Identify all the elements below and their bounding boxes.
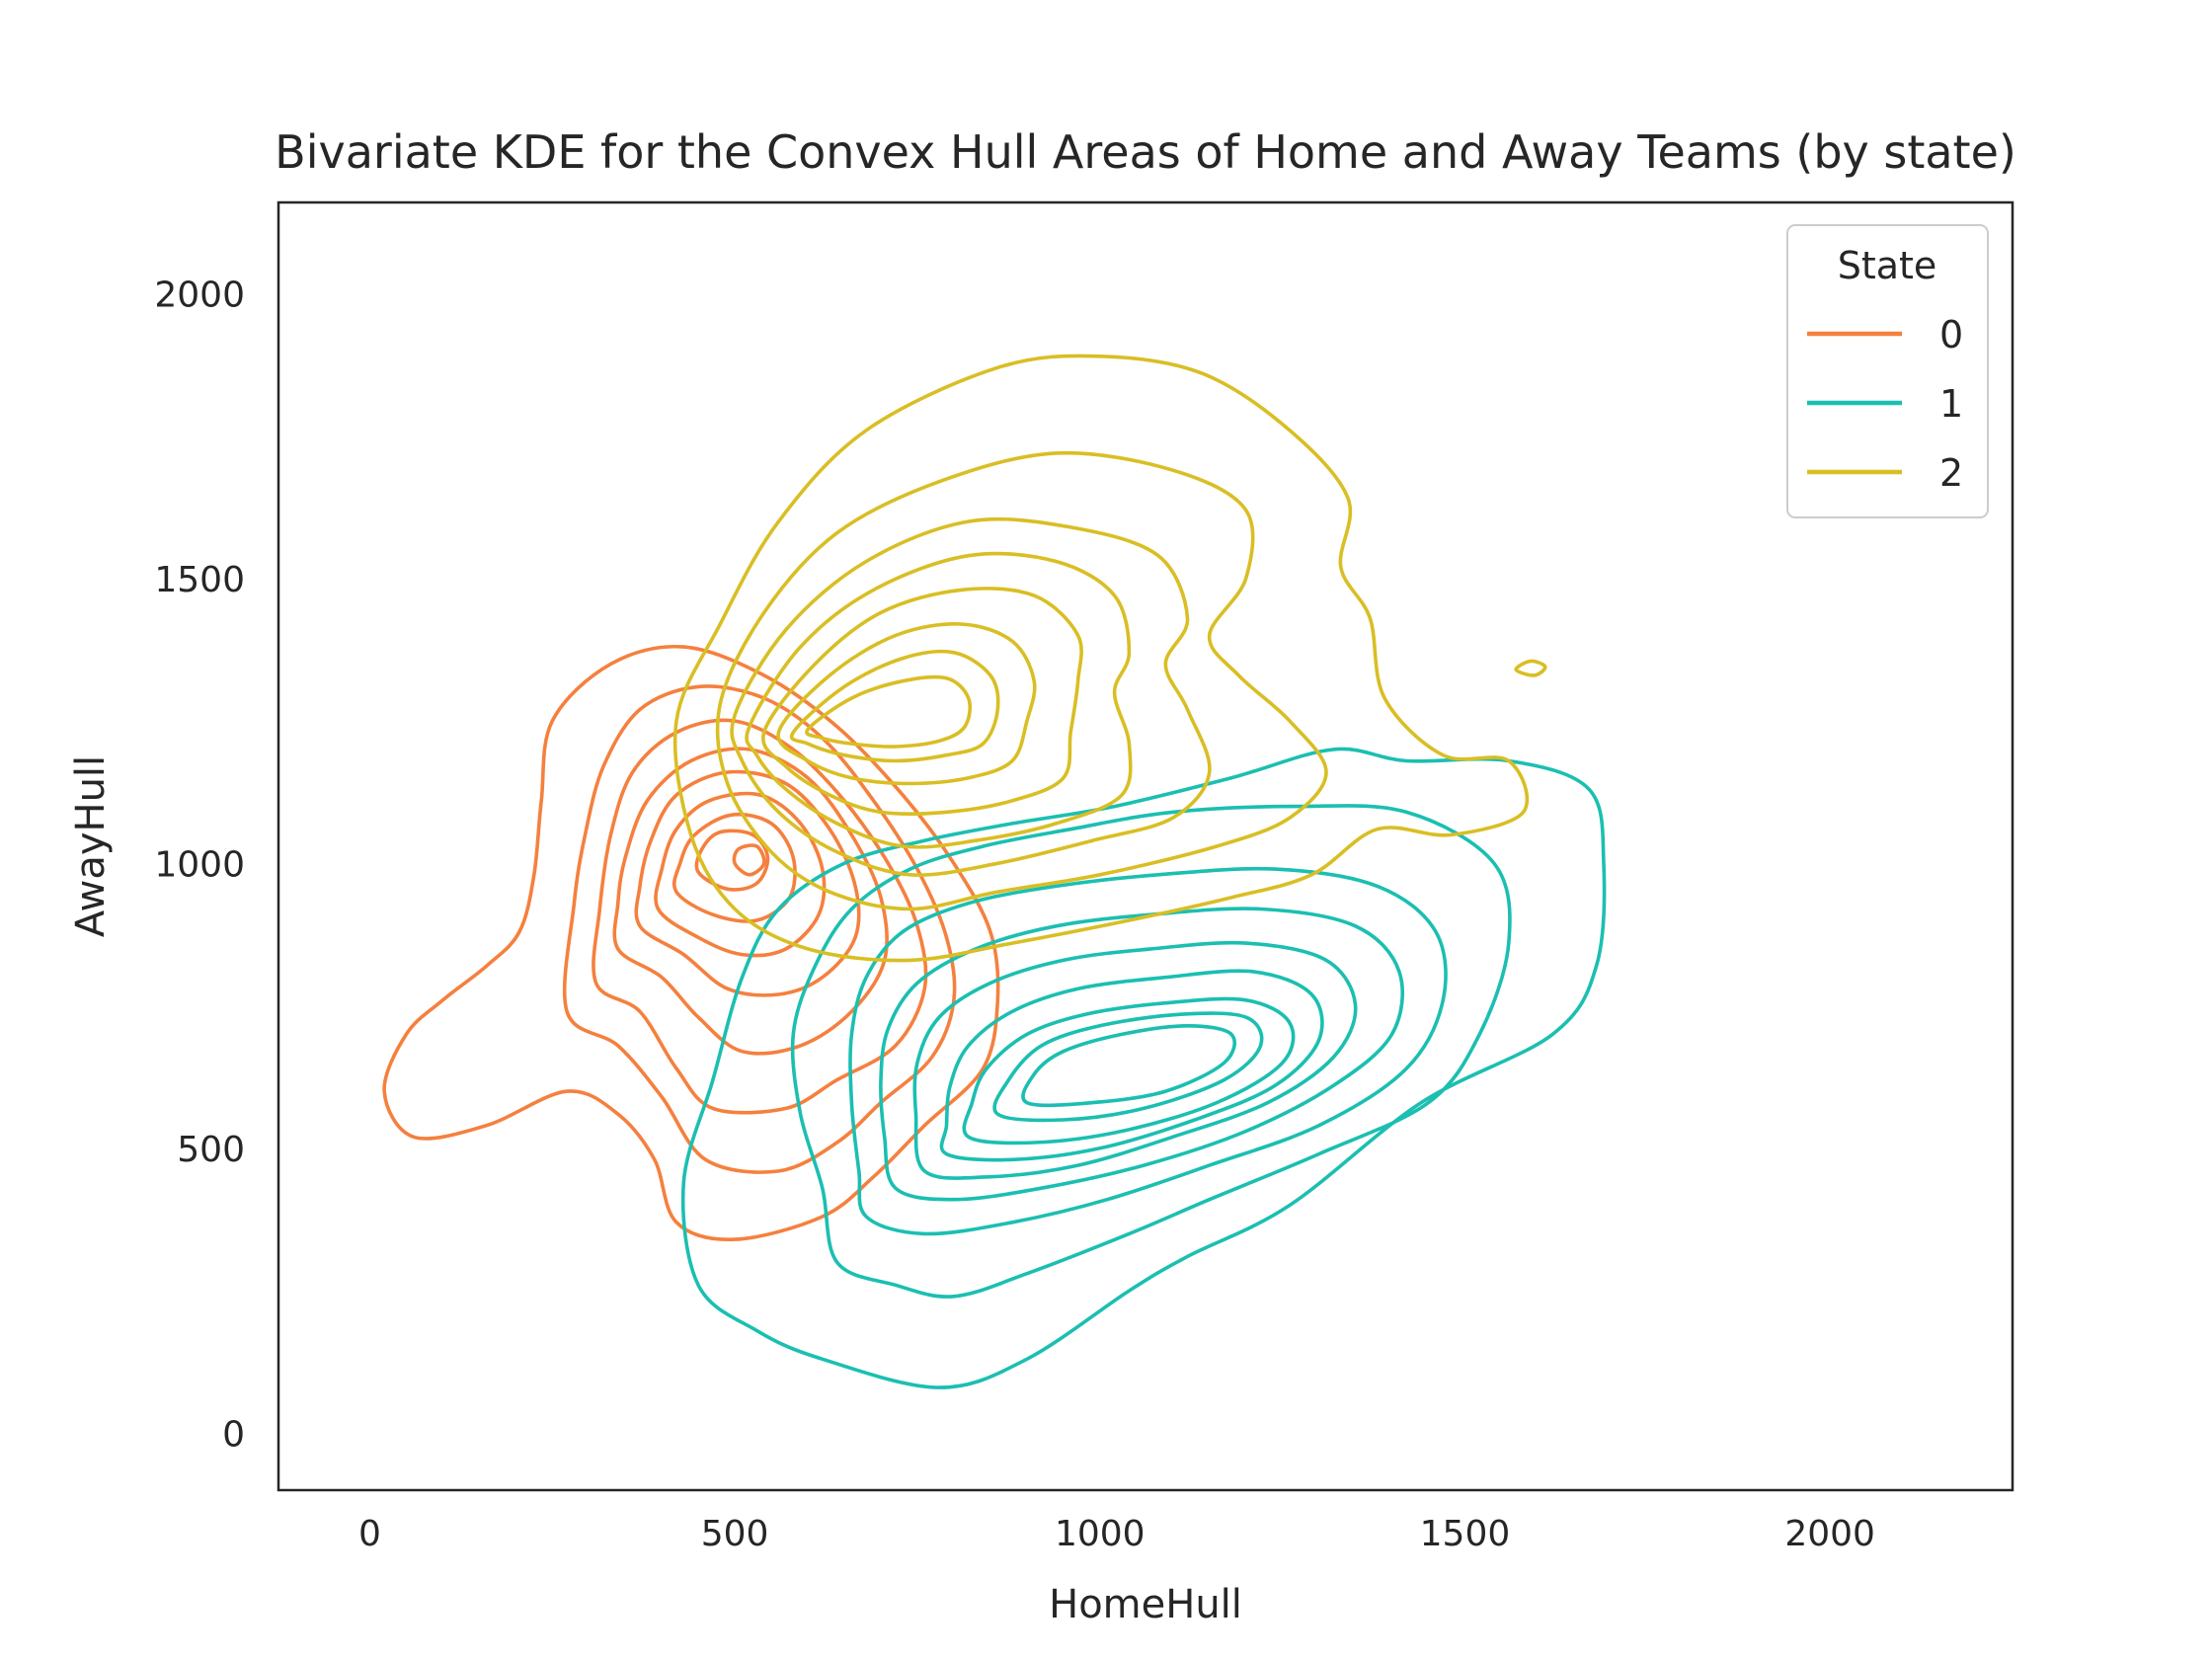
legend-label-1: 1: [1939, 382, 1963, 426]
contour-state-1-level-7: [962, 996, 1296, 1146]
legend-label-0: 0: [1939, 313, 1963, 356]
contour-state-1-level-1: [680, 747, 1607, 1389]
legend: State 0 1 2: [1786, 224, 1989, 518]
contour-state-2-level-3: [730, 516, 1212, 877]
series-2-contours: [672, 354, 1547, 963]
x-tick-label: 1500: [1420, 1514, 1511, 1554]
contour-state-0-level-2: [562, 684, 957, 1174]
x-tick-label: 0: [358, 1514, 381, 1554]
contour-state-2-level-1: [672, 354, 1530, 963]
y-tick-label: 1000: [154, 844, 245, 885]
chart-title: Bivariate KDE for the Convex Hull Areas …: [275, 125, 2016, 179]
y-tick-label: 0: [222, 1414, 245, 1455]
contour-state-0-level-7: [672, 812, 797, 923]
x-axis-label: HomeHull: [1049, 1582, 1242, 1627]
y-axis-ticks: 0 500 1000 1500 2000: [154, 275, 245, 1455]
contour-state-1-level-9: [1021, 1024, 1236, 1108]
contour-state-2-level-7: [789, 649, 1000, 763]
contour-state-2-level-5: [761, 587, 1083, 817]
y-tick-label: 500: [177, 1130, 245, 1170]
contour-state-2-level-2: [715, 450, 1328, 911]
x-axis-ticks: 0 500 1000 1500 2000: [358, 1514, 1875, 1554]
contour-state-0-level-9: [732, 843, 766, 877]
legend-box: [1786, 224, 1989, 518]
y-tick-label: 2000: [154, 275, 245, 315]
contour-state-2-level-6: [776, 622, 1037, 786]
contour-state-2-level-4: [745, 551, 1133, 849]
contour-state-1-level-8: [992, 1011, 1264, 1123]
contour-state-0-level-6: [654, 791, 827, 958]
legend-title: State: [1838, 244, 1937, 287]
contour-state-2-level-9: [1514, 659, 1547, 677]
plot-frame: [276, 200, 2014, 1492]
series-1-contours: [680, 747, 1607, 1389]
contour-state-2-level-8: [805, 674, 972, 749]
x-tick-label: 2000: [1784, 1514, 1875, 1554]
contour-state-1-level-3: [848, 866, 1448, 1236]
legend-label-2: 2: [1939, 451, 1963, 495]
y-tick-label: 1500: [154, 560, 245, 600]
contour-state-1-level-5: [912, 940, 1358, 1180]
plot-area: [382, 354, 1607, 1389]
contour-state-0-level-3: [592, 718, 928, 1115]
x-tick-label: 500: [701, 1514, 769, 1554]
contour-state-0-level-1: [382, 644, 1000, 1242]
contour-state-1-level-4: [879, 907, 1405, 1202]
contour-state-1-level-2: [790, 804, 1512, 1299]
contour-state-1-level-6: [939, 969, 1324, 1162]
y-axis-label: AwayHull: [68, 755, 114, 937]
x-tick-label: 1000: [1055, 1514, 1146, 1554]
contour-state-0-level-8: [694, 829, 770, 892]
